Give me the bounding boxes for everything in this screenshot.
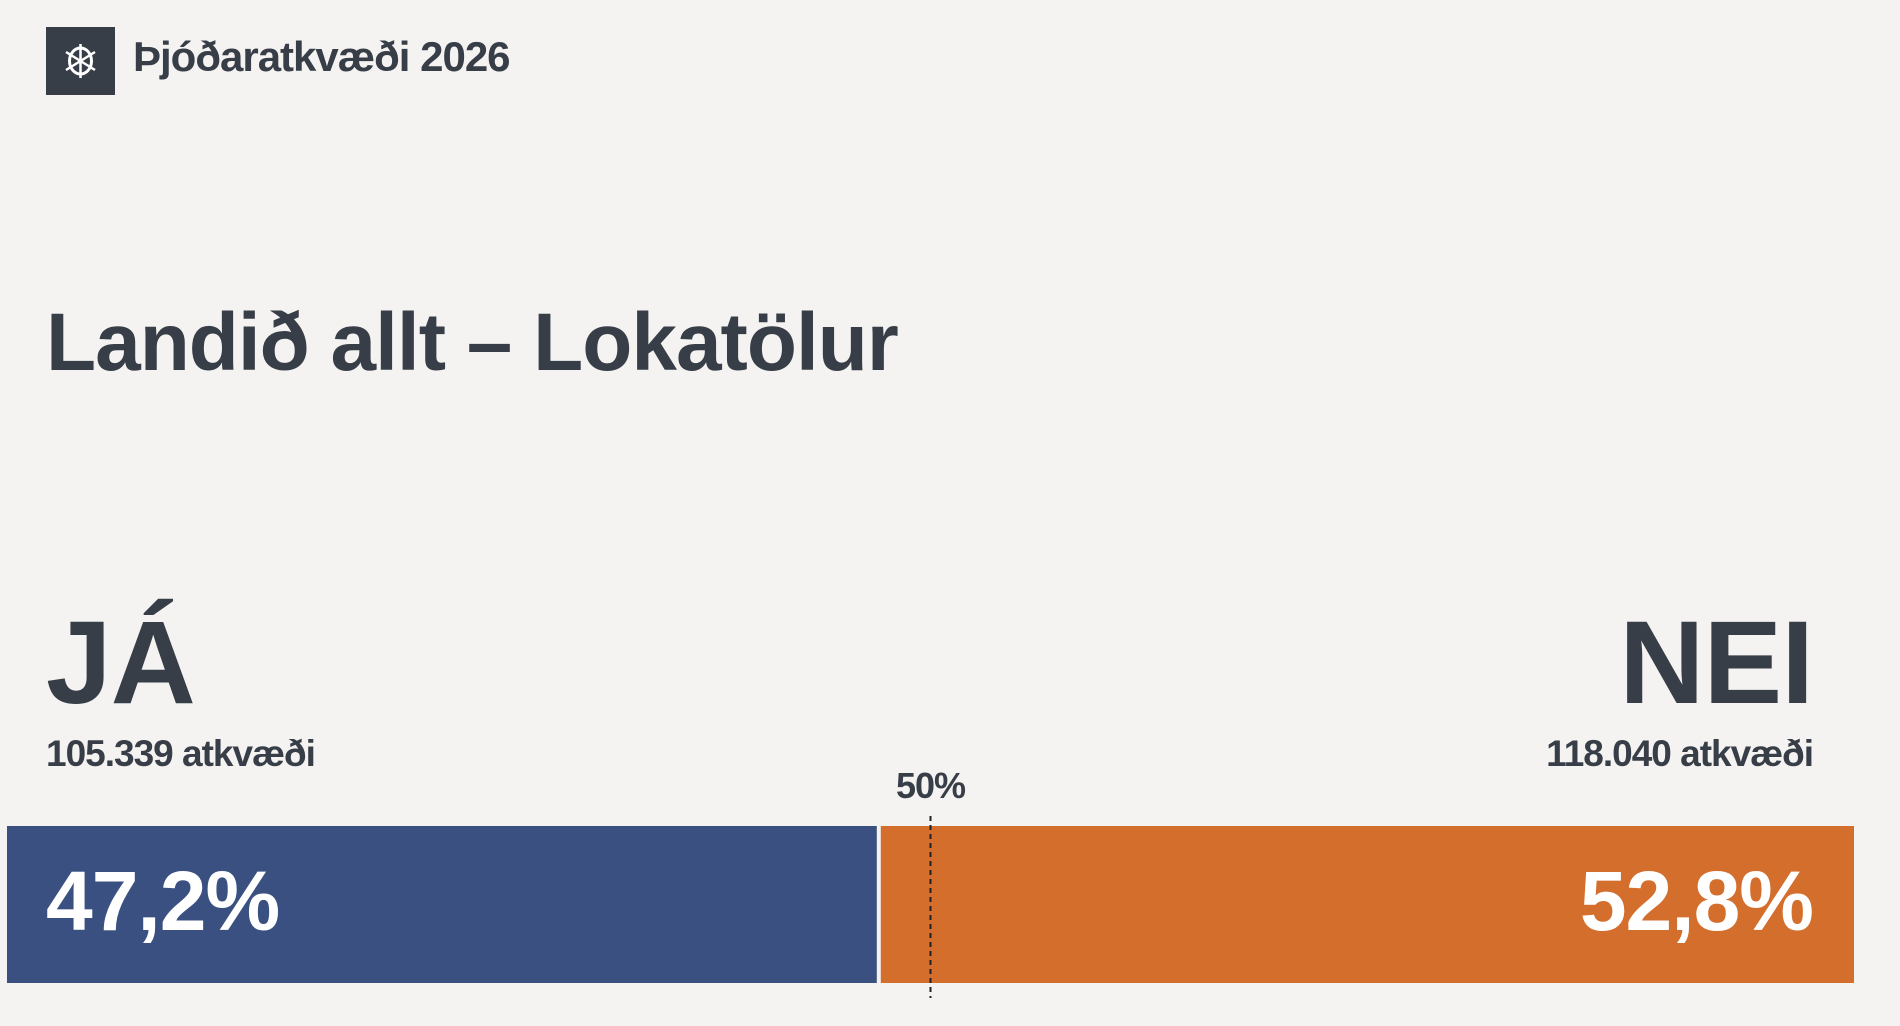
option-label: NEI [1619, 597, 1813, 729]
bar-segment [880, 826, 1854, 983]
value-label: 52,8% [1580, 854, 1813, 948]
value-label: 47,2% [46, 854, 279, 948]
reference-label: 50% [896, 765, 966, 806]
bar-segment [7, 826, 877, 983]
logo [46, 27, 115, 95]
option-label: JÁ [46, 597, 195, 729]
vote-count: 118.040 atkvæði [1546, 733, 1813, 774]
logo-mark [65, 44, 96, 78]
header-title: Þjóðaratkvæði 2026 [133, 33, 510, 80]
chart-title: Landið allt – Lokatölur [46, 297, 898, 388]
vote-count: 105.339 atkvæði [46, 733, 315, 774]
